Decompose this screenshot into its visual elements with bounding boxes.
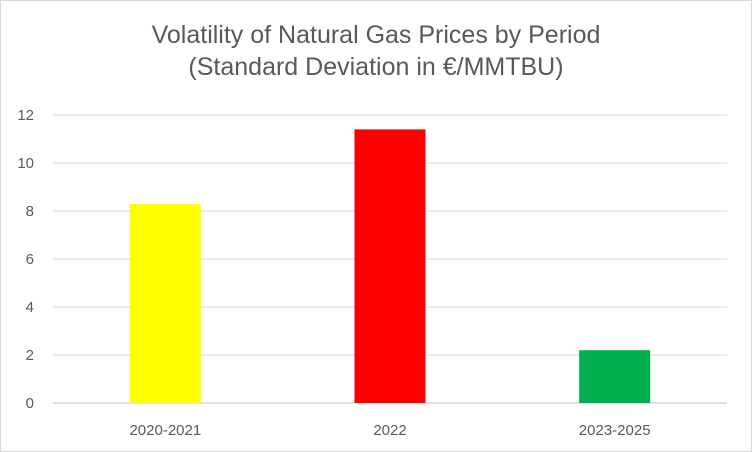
chart-title-block: Volatility of Natural Gas Prices by Peri… bbox=[1, 19, 751, 83]
y-tick-label: 12 bbox=[17, 107, 34, 124]
y-tick-label: 10 bbox=[17, 155, 34, 172]
bar-2020-2021 bbox=[129, 203, 201, 403]
y-tick-label: 0 bbox=[26, 395, 34, 412]
y-tick-label: 6 bbox=[26, 251, 34, 268]
x-tick-label: 2022 bbox=[373, 422, 406, 439]
x-tick-label: 2023-2025 bbox=[579, 422, 651, 439]
x-tick-label: 2020-2021 bbox=[129, 422, 201, 439]
bar-2023-2025 bbox=[579, 350, 651, 403]
chart-title: Volatility of Natural Gas Prices by Peri… bbox=[151, 21, 601, 49]
bar-2022 bbox=[354, 129, 426, 403]
y-tick-label: 2 bbox=[26, 347, 34, 364]
y-tick-label: 4 bbox=[26, 299, 34, 316]
chart-subtitle: (Standard Deviation in €/MMTBU) bbox=[188, 53, 564, 81]
y-tick-label: 8 bbox=[26, 203, 34, 220]
